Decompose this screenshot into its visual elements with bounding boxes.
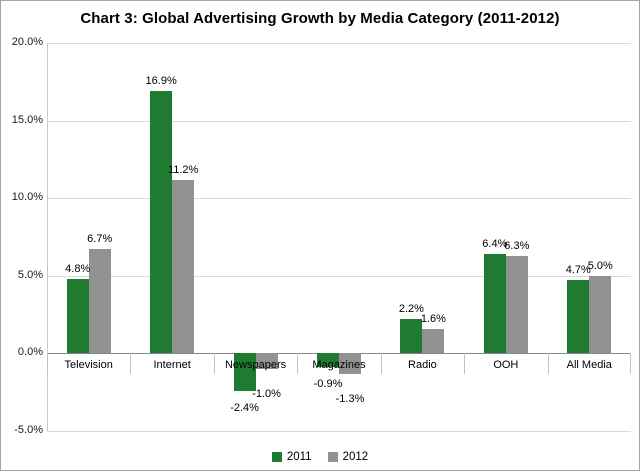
value-label: 4.7%: [565, 264, 591, 277]
value-label: 6.7%: [87, 233, 113, 246]
y-axis-tick-label: 5.0%: [17, 268, 43, 281]
legend-swatch-2011: [271, 452, 282, 462]
bar-2011-internet: [150, 91, 173, 354]
value-label: 4.8%: [65, 262, 91, 275]
category-tick: [297, 353, 299, 375]
category-tick: [380, 353, 382, 375]
value-label: 6.4%: [482, 238, 508, 251]
bar-2011-ooh: [483, 254, 506, 354]
legend-label-2012: 2012: [342, 451, 369, 463]
value-label: 5.0%: [587, 259, 613, 272]
gridline: [47, 198, 631, 200]
legend: 2011 2012: [1, 451, 639, 463]
y-axis-tick-label: 15.0%: [11, 113, 43, 126]
plot-area: Television 4.8% 6.7% Internet 16.9% 11.2% News…: [47, 43, 631, 432]
category-tick: [630, 353, 631, 375]
bar-2011-newspapers: [233, 353, 256, 391]
bar-2011-all-media: [567, 280, 590, 354]
value-label: 6.3%: [504, 239, 530, 252]
value-label: 2.2%: [398, 303, 424, 316]
category-label: All Media: [566, 359, 612, 372]
y-axis-tick-label: -5.0%: [14, 424, 43, 436]
y-axis-line: [47, 43, 48, 431]
gridline: [47, 43, 631, 44]
bar-2012-newspapers: [255, 353, 278, 369]
value-label: 11.2%: [167, 163, 199, 176]
chart-title: Chart 3: Global Advertising Growth by Me…: [80, 10, 560, 27]
legend-swatch-2012: [327, 452, 338, 462]
category-tick: [130, 353, 132, 375]
value-label: 16.9%: [145, 75, 177, 88]
category-label: Television: [64, 359, 113, 372]
category-tick: [547, 353, 549, 375]
legend-item-2012: 2012: [327, 451, 369, 463]
category-tick: [464, 353, 466, 375]
category-label: OOH: [493, 359, 519, 372]
y-axis-tick-label: 0.0%: [17, 346, 43, 359]
value-label: -2.4%: [230, 401, 259, 414]
category-tick: [47, 353, 48, 375]
category-label: Magazines: [312, 359, 366, 372]
value-label: 1.6%: [420, 312, 446, 325]
gridline: [47, 120, 631, 122]
legend-label-2011: 2011: [286, 451, 312, 463]
bar-2012-all-media: [589, 275, 612, 354]
value-label: -1.3%: [335, 392, 365, 405]
category-label: Newspapers: [224, 359, 287, 372]
category-tick: [213, 353, 215, 375]
legend-item-2011: 2011: [271, 451, 312, 463]
bar-2012-radio: [422, 328, 445, 354]
gridline: [47, 431, 631, 432]
bar-2011-magazines: [317, 353, 339, 368]
y-axis-tick-label: 20.0%: [11, 36, 43, 48]
value-label: -1.0%: [252, 387, 281, 400]
bar-2011-radio: [400, 319, 423, 354]
category-label: Radio: [408, 359, 437, 372]
bar-2012-internet: [172, 179, 195, 354]
category-label: Internet: [153, 359, 191, 372]
gridline: [47, 275, 631, 277]
bar-2012-television: [88, 249, 111, 354]
bar-2012-ooh: [505, 255, 528, 354]
y-axis-tick-label: 10.0%: [11, 191, 43, 204]
bar-2011-television: [66, 278, 89, 354]
value-label: -0.9%: [313, 378, 343, 391]
bar-2012-magazines: [339, 353, 361, 374]
